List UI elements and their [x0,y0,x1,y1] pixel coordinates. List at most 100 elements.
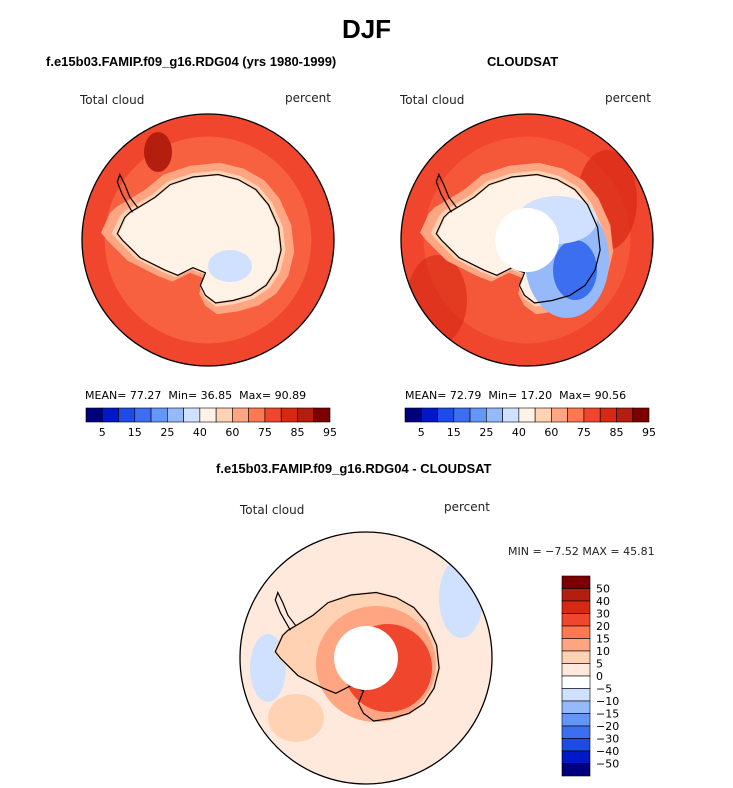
colorbar-swatch [264,407,282,423]
colorbar-swatch [561,600,591,614]
colorbar-tick-label: 40 [512,426,526,439]
colorbar-swatch [404,407,422,423]
colorbar-swatch [437,407,455,423]
colorbar-tick-label: 75 [258,426,272,439]
panel1-title: f.e15b03.FAMIP.f09_g16.RDG04 (yrs 1980-1… [46,54,337,69]
panel1-mean-value: 77.27 [129,389,162,402]
colorbar-tick-label: 25 [479,426,493,439]
colorbar-swatch [183,407,201,423]
colorbar-swatch [150,407,168,423]
colorbar-swatch [561,700,591,714]
colorbar-tick-label: 95 [642,426,656,439]
panel3-units-label: percent [444,500,490,514]
peninsula-coastline [435,172,457,213]
high-cloud-patch [144,132,172,172]
colorbar-tick-label: 30 [596,608,610,621]
colorbar-swatch [420,407,438,423]
colorbar-swatch [134,407,152,423]
colorbar-swatch [248,407,266,423]
panel1-colorbar: 5 15 25 40 60 75 85 95 [85,407,337,439]
panel1-max-value: 90.89 [274,389,307,402]
colorbar-tick-label: −20 [596,720,619,733]
colorbar-tick-label: 0 [596,670,603,683]
panel1-units-label: percent [285,91,331,105]
low-cloud-patch [208,250,252,282]
missing-data-hole [334,626,398,690]
colorbar-swatch [561,638,591,652]
colorbar-swatch [561,763,591,777]
panel1-variable-label: Total cloud [80,93,145,107]
colorbar-tick-label: −30 [596,733,619,746]
colorbar-tick-label: 60 [225,426,239,439]
panel2-max-label: Max= [559,389,592,402]
colorbar-swatch [551,407,568,423]
colorbar-tick-label: −15 [596,708,619,721]
colorbar-swatch [561,725,591,739]
colorbar-swatch [561,738,591,752]
colorbar-tick-label: 40 [596,595,610,608]
panel2-stats: MEAN= 72.79 Min= 17.20 Max= 90.56 [405,389,626,402]
colorbar-swatch [561,588,591,602]
antarctica-coastline [274,591,440,722]
colorbar-swatch [313,407,331,423]
panel1-mean-label: MEAN= [85,389,127,402]
panel2-mean-label: MEAN= [405,389,447,402]
colorbar-swatch [583,407,601,423]
antarctica-coastline [116,173,282,304]
panel2-min-label: Min= [488,389,518,402]
panel2-min-value: 17.20 [520,389,553,402]
colorbar-swatch [85,407,103,423]
panel1-max-label: Max= [239,389,272,402]
colorbar-swatch [297,407,315,423]
colorbar-swatch [518,407,536,423]
peninsula-coastline [116,172,138,213]
figure-title: DJF [341,14,392,44]
map-field [401,114,653,366]
panel1-polar-map [81,113,335,367]
colorbar-swatch [486,407,503,423]
colorbar-tick-label: 5 [418,426,425,439]
panel2-colorbar: 5 15 25 40 60 75 85 95 [404,407,656,439]
colorbar-tick-label: −40 [596,745,619,758]
map-border [81,113,335,367]
colorbar-swatch [502,407,520,423]
colorbar-swatch [215,407,233,423]
colorbar-swatch [561,575,591,589]
colorbar-swatch [101,407,119,423]
panel1-min-value: 36.85 [200,389,233,402]
colorbar-swatch [232,407,249,423]
colorbar-tick-label: 15 [596,633,610,646]
colorbar-tick-label: 50 [596,583,610,596]
colorbar-swatch [561,650,591,664]
missing-data-hole [495,208,559,272]
panel1-min-label: Min= [168,389,198,402]
peninsula-coastline [274,590,296,631]
colorbar-tick-label: 60 [544,426,558,439]
colorbar-swatch [616,407,634,423]
panel3-polar-map [239,531,493,785]
panel3-variable-label: Total cloud [240,503,305,517]
positive-patch [268,694,324,742]
colorbar-swatch [632,407,650,423]
colorbar-swatch [561,625,591,639]
panel2-units-label: percent [605,91,651,105]
panel2-mean-value: 72.79 [449,389,482,402]
low-cloud-core [553,240,597,300]
panel2-title: CLOUDSAT [487,54,559,69]
colorbar-swatch [118,407,136,423]
panel2-max-value: 90.56 [594,389,627,402]
colorbar-swatch [453,407,471,423]
colorbar-swatch [561,675,591,689]
colorbar-tick-label: 75 [577,426,591,439]
colorbar-tick-label: 20 [596,620,610,633]
map-border [239,531,493,785]
colorbar-tick-label: 95 [323,426,337,439]
map-field [82,114,334,366]
map-border [400,113,654,367]
colorbar-swatch [561,713,591,727]
colorbar-tick-label: 5 [596,658,603,671]
colorbar-tick-label: −10 [596,695,619,708]
colorbar-tick-label: 15 [447,426,461,439]
colorbar-tick-label: 15 [128,426,142,439]
panel1-stats: MEAN= 77.27 Min= 36.85 Max= 90.89 [85,389,306,402]
